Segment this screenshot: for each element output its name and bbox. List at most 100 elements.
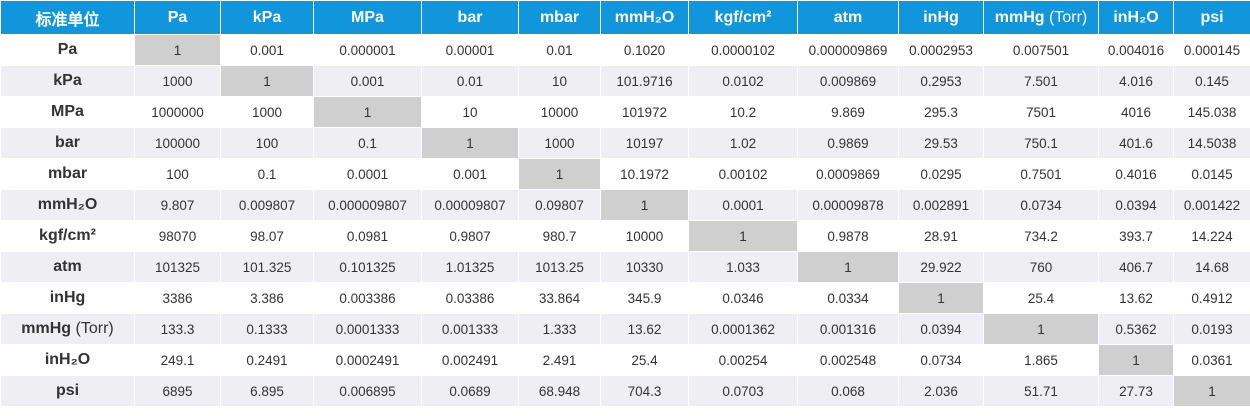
- column-header-label: mmH₂O: [614, 8, 675, 26]
- table-cell: 1.02: [688, 127, 798, 159]
- row-header-suffix: (Torr): [71, 320, 114, 337]
- table-cell: 1.333: [518, 313, 601, 345]
- table-cell: 0.0001: [688, 189, 798, 221]
- pressure-unit-conversion-table: 标准单位 Pa kPa MPa bar mbar mmH₂O kgf/cm² atm inHg m…: [0, 0, 1250, 407]
- row-header-label: inH₂O: [44, 351, 91, 368]
- table-cell: 0.101325: [313, 251, 422, 283]
- column-header: atm: [797, 0, 899, 35]
- row-header: mmH₂O: [0, 189, 135, 221]
- table-row: atm 101325 101.325 0.101325 1.01325 1013.25 10…: [0, 251, 1250, 283]
- table-cell: 734.2: [983, 220, 1099, 252]
- table-cell: 0.0001: [313, 158, 422, 190]
- row-header-label: psi: [55, 382, 80, 399]
- table-cell: 0.001: [220, 34, 314, 66]
- table-cell: 0.09807: [518, 189, 601, 221]
- row-header: psi: [0, 375, 135, 407]
- column-header-label: mmHg: [994, 8, 1045, 26]
- table-cell-diagonal: 1: [134, 34, 221, 66]
- column-header-label: inHg: [923, 8, 959, 26]
- table-cell: 101.9716: [600, 65, 689, 97]
- table-row: mmHg (Torr) 133.3 0.1333 0.0001333 0.001333 1…: [0, 313, 1250, 345]
- column-header-label: kgf/cm²: [714, 8, 772, 26]
- row-header-label: Pa: [57, 41, 78, 58]
- column-header: Pa: [134, 0, 221, 35]
- table-row: inH₂O 249.1 0.2491 0.0002491 0.002491 2.491 25…: [0, 344, 1250, 376]
- table-cell: 0.006895: [313, 375, 422, 407]
- table-cell: 0.0295: [898, 158, 984, 190]
- row-header: atm: [0, 251, 135, 283]
- table-cell: 98.07: [220, 220, 314, 252]
- table-cell: 27.73: [1098, 375, 1174, 407]
- table-cell: 0.0394: [898, 313, 984, 345]
- column-header: inHg: [898, 0, 984, 35]
- table-cell: 0.0689: [421, 375, 519, 407]
- table-cell: 0.0001362: [688, 313, 798, 345]
- row-header-label: mmHg: [21, 320, 72, 337]
- table-cell: 145.038: [1173, 96, 1250, 128]
- row-header-label: atm: [53, 258, 82, 275]
- column-header-label: inH₂O: [1113, 8, 1159, 26]
- table-cell: 0.001: [421, 158, 519, 190]
- row-header: kgf/cm²: [0, 220, 135, 252]
- row-header: inHg: [0, 282, 135, 314]
- table-cell: 0.7501: [983, 158, 1099, 190]
- table-cell: 10330: [600, 251, 689, 283]
- column-header-label: psi: [1200, 8, 1224, 26]
- row-header-label: mbar: [47, 165, 88, 182]
- table-cell: 0.00001: [421, 34, 519, 66]
- table-cell: 0.0102: [688, 65, 798, 97]
- table-cell: 0.004016: [1098, 34, 1174, 66]
- table-cell: 0.002548: [797, 344, 899, 376]
- table-cell: 0.4912: [1173, 282, 1250, 314]
- table-cell: 0.2953: [898, 65, 984, 97]
- table-cell: 1000: [518, 127, 601, 159]
- column-header-label: atm: [833, 8, 863, 26]
- header-row: 标准单位 Pa kPa MPa bar mbar mmH₂O kgf/cm² atm inHg m…: [0, 0, 1250, 35]
- table-row: kgf/cm² 98070 98.07 0.0981 0.9807 980.7 10000 1…: [0, 220, 1250, 252]
- table-cell: 0.0734: [983, 189, 1099, 221]
- table-cell: 4016: [1098, 96, 1174, 128]
- table-cell: 0.2491: [220, 344, 314, 376]
- table-cell: 9.807: [134, 189, 221, 221]
- table-cell: 10197: [600, 127, 689, 159]
- table-cell: 1000000: [134, 96, 221, 128]
- table-cell: 0.001422: [1173, 189, 1250, 221]
- row-header: mmHg (Torr): [0, 313, 135, 345]
- table-cell: 100: [220, 127, 314, 159]
- table-cell: 29.922: [898, 251, 984, 283]
- table-cell: 28.91: [898, 220, 984, 252]
- table-cell: 14.5038: [1173, 127, 1250, 159]
- table-row: bar 100000 100 0.1 1 1000 10197 1.02 0.9869 29.53…: [0, 127, 1250, 159]
- column-header-label: MPa: [351, 8, 384, 26]
- table-cell: 0.009807: [220, 189, 314, 221]
- table-cell: 704.3: [600, 375, 689, 407]
- table-cell: 0.1020: [600, 34, 689, 66]
- table-cell-diagonal: 1: [421, 127, 519, 159]
- table-cell: 3.386: [220, 282, 314, 314]
- table-cell: 2.036: [898, 375, 984, 407]
- table-cell: 2.491: [518, 344, 601, 376]
- table-cell: 133.3: [134, 313, 221, 345]
- table-cell: 0.01: [518, 34, 601, 66]
- column-header: bar: [421, 0, 519, 35]
- row-header: kPa: [0, 65, 135, 97]
- table-cell-diagonal: 1: [600, 189, 689, 221]
- table-cell: 3386: [134, 282, 221, 314]
- column-header: psi: [1173, 0, 1250, 35]
- table-cell: 0.001: [313, 65, 422, 97]
- table-cell: 7.501: [983, 65, 1099, 97]
- table-cell: 0.01: [421, 65, 519, 97]
- table-cell: 14.68: [1173, 251, 1250, 283]
- table-cell: 0.00102: [688, 158, 798, 190]
- row-header-label: bar: [55, 134, 80, 151]
- table-cell: 6895: [134, 375, 221, 407]
- column-header-suffix: (Torr): [1044, 8, 1088, 26]
- column-header-label: kPa: [252, 8, 282, 26]
- table-row: kPa 1000 1 0.001 0.01 10 101.9716 0.0102 0.00986…: [0, 65, 1250, 97]
- table-cell: 0.0002953: [898, 34, 984, 66]
- table-cell: 0.0002491: [313, 344, 422, 376]
- column-header-label: mbar: [539, 8, 580, 26]
- table-cell: 1000: [134, 65, 221, 97]
- table-row: inHg 3386 3.386 0.003386 0.03386 33.864 345.9 0…: [0, 282, 1250, 314]
- table-cell: 0.0394: [1098, 189, 1174, 221]
